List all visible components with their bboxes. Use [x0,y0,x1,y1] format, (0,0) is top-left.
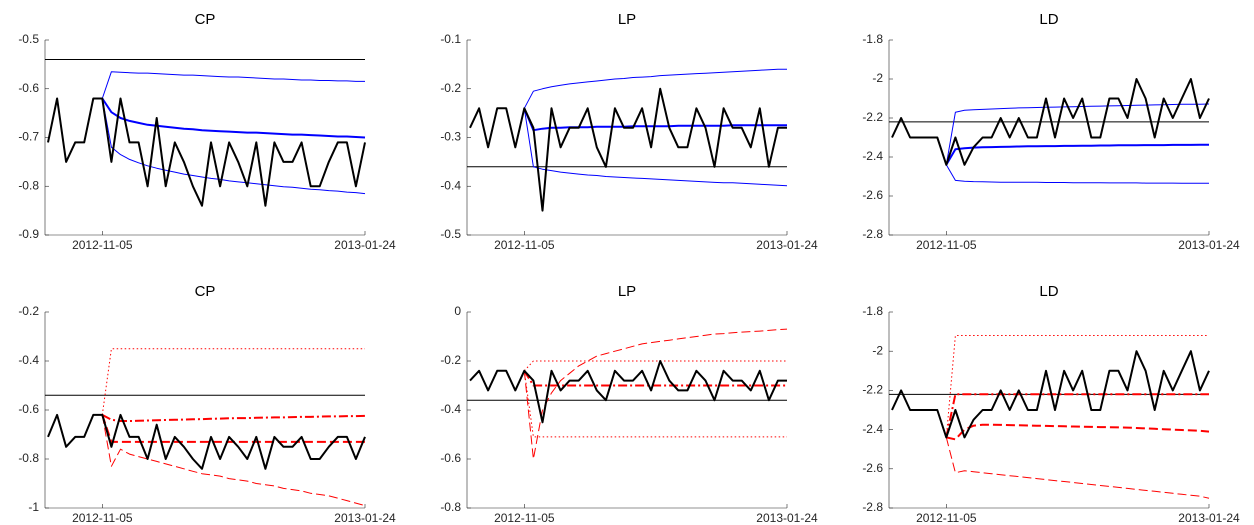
panel-title: CP [195,283,216,300]
x-tick-label: 2013-01-24 [1178,511,1240,525]
y-tick-label: -0.2 [440,353,461,367]
y-tick-label: -0.2 [440,81,461,95]
series-line [523,108,788,187]
series-line [47,97,366,207]
x-tick-label: 2012-11-05 [494,238,555,252]
x-tick-label: 2013-01-24 [334,238,396,252]
y-tick-label: -2.2 [862,110,883,124]
x-tick-label: 2013-01-24 [334,511,396,525]
series-line [523,370,787,438]
y-tick-label: -2.6 [862,188,883,202]
y-tick-label: -0.2 [18,304,39,318]
series-line [47,413,366,470]
y-tick-label: 0 [454,304,461,318]
y-tick-label: -0.1 [440,32,461,46]
y-tick-label: -1 [28,500,39,514]
y-tick-label: -2.8 [862,227,883,241]
y-tick-label: -0.9 [18,227,39,241]
x-tick-label: 2012-11-05 [72,238,133,252]
x-tick-label: 2013-01-24 [756,238,818,252]
series-line [523,360,787,372]
series-line [946,423,1210,441]
x-tick-label: 2012-11-05 [916,238,977,252]
y-tick-label: -0.4 [18,353,39,367]
series-line [945,143,1209,166]
series-line [469,360,787,424]
series-line [101,348,365,415]
y-tick-label: -0.6 [440,451,461,465]
series-line [101,71,365,99]
x-tick-label: 2012-11-05 [494,511,555,525]
series-line [891,350,1210,439]
y-tick-label: -2.4 [862,149,883,163]
series-line [523,68,787,109]
x-tick-label: 2012-11-05 [72,511,133,525]
y-tick-label: -0.4 [440,402,461,416]
series-line [101,414,366,422]
panel-title: LP [618,11,636,28]
series-line [945,437,1210,499]
series-line [945,164,1209,184]
series-line [101,97,366,139]
series-line [101,98,366,195]
y-tick-label: -0.6 [18,402,39,416]
y-tick-label: -2.8 [862,500,883,514]
series-line [469,87,787,212]
series-line [945,393,1209,438]
series-line [523,328,788,460]
panel-title: CP [195,11,216,28]
y-tick-label: -2.4 [862,422,883,436]
y-tick-label: -2.2 [862,383,883,397]
series-line [523,107,787,132]
series-line [891,78,1210,166]
panel-title: LD [1039,11,1058,28]
x-tick-label: 2013-01-24 [1178,238,1240,252]
series-line [101,414,366,507]
panel-title: LP [618,283,636,300]
series-line [945,335,1209,438]
y-tick-label: -2.6 [862,461,883,475]
y-tick-label: -2 [872,343,883,357]
y-tick-label: -0.5 [18,32,39,46]
y-tick-label: -2 [872,71,883,85]
y-tick-label: -0.5 [440,227,461,241]
x-tick-label: 2013-01-24 [756,511,818,525]
y-tick-label: -1.8 [862,304,883,318]
y-tick-label: -0.3 [440,130,461,144]
y-tick-label: -1.8 [862,32,883,46]
y-tick-label: -0.8 [440,500,461,514]
y-tick-label: -0.8 [18,178,39,192]
series-line [523,370,787,387]
y-tick-label: -0.4 [440,178,461,192]
x-tick-label: 2012-11-05 [916,511,977,525]
y-tick-label: -0.6 [18,81,39,95]
panel-title: LD [1039,283,1058,300]
y-tick-label: -0.7 [18,130,39,144]
y-tick-label: -0.8 [18,451,39,465]
